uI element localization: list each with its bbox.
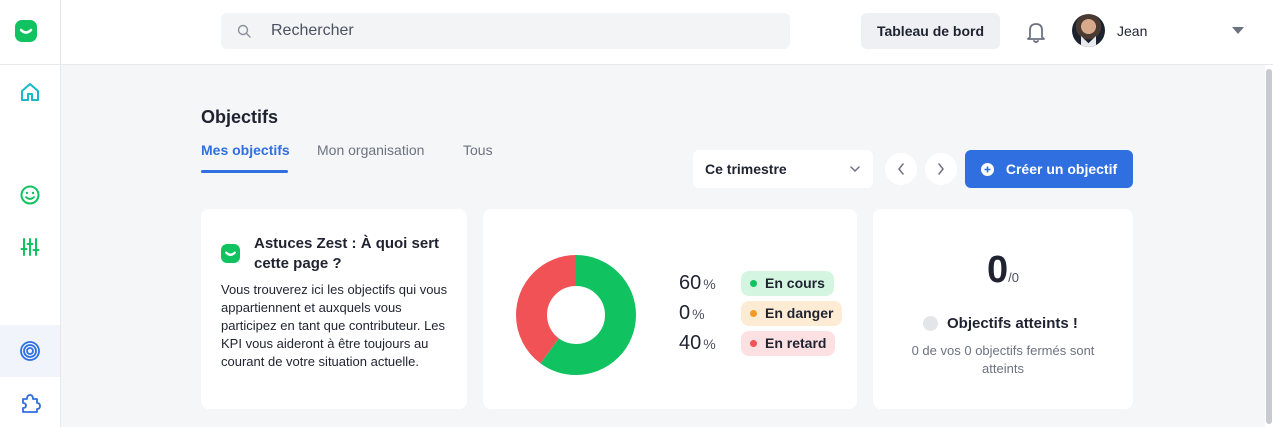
search-bar[interactable] xyxy=(221,13,790,49)
user-name[interactable]: Jean xyxy=(1117,23,1148,39)
status-badge-en-cours: En cours xyxy=(741,270,834,296)
status-row-en-cours: 60% En cours xyxy=(679,270,834,296)
tips-title: Astuces Zest : À quoi sert cette page ? xyxy=(254,235,440,272)
search-icon xyxy=(237,24,251,38)
status-row-en-retard: 40% En retard xyxy=(679,330,836,356)
smiley-icon xyxy=(20,185,40,205)
home-icon xyxy=(21,83,39,101)
status-donut-chart xyxy=(516,255,636,375)
create-objective-label: Créer un objectif xyxy=(1005,161,1118,177)
sidebar-divider xyxy=(0,64,61,65)
search-input[interactable] xyxy=(271,22,751,40)
sidebar-item-settings[interactable] xyxy=(0,221,60,273)
chevron-left-icon xyxy=(898,163,904,175)
sidebar-item-mood[interactable] xyxy=(0,169,60,221)
sidebar-item-objectives[interactable] xyxy=(0,325,60,377)
tab-my-objectives[interactable]: Mes objectifs xyxy=(201,142,290,158)
active-tab-indicator xyxy=(201,170,288,173)
next-period-button[interactable] xyxy=(925,153,957,185)
dashboard-button[interactable]: Tableau de bord xyxy=(861,13,1000,49)
achieved-subtitle: 0 de vos 0 objectifs fermés sont atteint… xyxy=(911,343,1095,376)
page-title: Objectifs xyxy=(201,107,279,127)
tips-card: Astuces Zest : À quoi sert cette page ? … xyxy=(201,209,467,409)
status-badge-en-retard: En retard xyxy=(741,330,836,356)
tab-my-organisation[interactable]: Mon organisation xyxy=(317,142,425,158)
create-objective-button[interactable]: Créer un objectif xyxy=(965,150,1133,188)
top-bar: Tableau de bord Jean xyxy=(61,0,1273,65)
sidebar xyxy=(0,0,61,427)
scrollbar[interactable] xyxy=(1265,65,1273,427)
donut-slice-en-retard xyxy=(516,255,636,375)
sliders-icon xyxy=(20,238,40,256)
chevron-down-icon[interactable] xyxy=(1232,27,1244,34)
zest-logo-icon[interactable] xyxy=(15,20,37,42)
achieved-status-icon xyxy=(923,316,938,331)
bell-icon[interactable] xyxy=(1025,20,1047,44)
chevron-right-icon xyxy=(938,163,944,175)
status-badge-en-danger: En danger xyxy=(741,300,843,326)
avatar[interactable] xyxy=(1072,14,1105,47)
achieved-label: Objectifs atteints ! xyxy=(947,315,1078,332)
tab-all[interactable]: Tous xyxy=(463,142,493,158)
target-icon xyxy=(20,341,40,361)
status-percent: 40% xyxy=(679,331,716,354)
previous-period-button[interactable] xyxy=(885,153,917,185)
status-percent: 0% xyxy=(679,301,705,324)
zest-logo-icon xyxy=(221,244,240,263)
achieved-card: 0/0 Objectifs atteints ! 0 de vos 0 obje… xyxy=(873,209,1133,409)
chevron-down-icon xyxy=(850,166,860,173)
achieved-label-row: Objectifs atteints ! xyxy=(923,315,1078,332)
status-card: 60% En cours 0% En danger 40% En retard xyxy=(483,209,857,409)
status-row-en-danger: 0% En danger xyxy=(679,300,843,326)
status-percent: 60% xyxy=(679,271,716,294)
sidebar-item-integrations[interactable] xyxy=(0,377,60,427)
period-select-value: Ce trimestre xyxy=(705,161,787,177)
scrollbar-thumb[interactable] xyxy=(1266,69,1272,424)
sidebar-item-home[interactable] xyxy=(0,66,60,118)
achieved-count: 0/0 xyxy=(987,249,1019,291)
period-select[interactable]: Ce trimestre xyxy=(693,150,873,188)
puzzle-icon xyxy=(22,394,41,413)
plus-circle-icon xyxy=(980,162,994,176)
tips-text: Vous trouverez ici les objectifs qui vou… xyxy=(221,282,448,369)
